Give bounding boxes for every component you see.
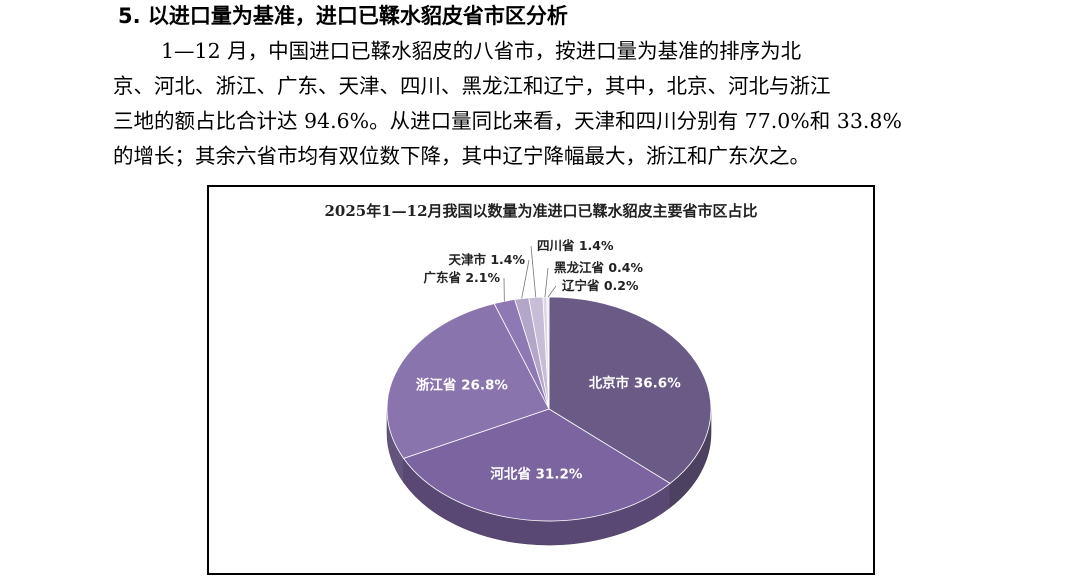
pie-data-label: 河北省 31.2% — [490, 465, 583, 482]
pie-leader-line — [544, 267, 549, 298]
paragraph-line: 京、河北、浙江、广东、天津、四川、黑龙江和辽宁，其中，北京、河北与浙江 — [113, 74, 831, 98]
pie-leader-line — [521, 259, 530, 299]
chart-title: 2025年1—12月我国以数量为准进口已鞣水貂皮主要省市区占比 — [324, 202, 757, 220]
pie-slice-河北省 — [402, 408, 671, 522]
pie-data-label: 天津市 1.4% — [448, 252, 525, 267]
paragraph-line: 1—12 月，中国进口已鞣水貂皮的八省市，按进口量为基准的排序为北 — [161, 39, 802, 63]
pie-chart: 2025年1—12月我国以数量为准进口已鞣水貂皮主要省市区占比 北京市 36.6… — [324, 202, 758, 546]
pie-leader-line — [530, 245, 537, 298]
paragraph-line: 的增长；其余六省市均有双位数下降，其中辽宁降幅最大，浙江和广东次之。 — [113, 144, 810, 168]
section-heading: 5. 以进口量为基准，进口已鞣水貂皮省市区分析 — [118, 4, 568, 28]
body-paragraph: 1—12 月，中国进口已鞣水貂皮的八省市，按进口量为基准的排序为北 京、河北、浙… — [113, 34, 1003, 174]
pie-chart-frame: 2025年1—12月我国以数量为准进口已鞣水貂皮主要省市区占比 北京市 36.6… — [207, 185, 875, 575]
pie-data-label: 广东省 2.1% — [423, 270, 500, 285]
pie-leader-layer — [503, 245, 557, 302]
paragraph-line: 三地的额占比合计达 94.6%。从进口量同比来看，天津和四川分别有 77.0%和… — [113, 109, 902, 133]
pie-top-layer — [386, 296, 712, 522]
pie-data-label: 四川省 1.4% — [537, 238, 614, 253]
pie-label-layer: 北京市 36.6% 河北省 31.2% 浙江省 26.8% 广东省 2.1% 天津市 1… — [416, 238, 681, 482]
pie-slice-北京市 — [548, 296, 712, 484]
pie-slice-浙江省 — [386, 303, 550, 459]
pie-leader-line — [547, 285, 557, 298]
pie-data-label: 浙江省 26.8% — [416, 377, 509, 394]
pie-data-label: 北京市 36.6% — [589, 374, 682, 391]
pie-slice-辽宁省 — [546, 296, 550, 410]
pie-data-label: 黑龙江省 0.4% — [554, 260, 643, 275]
pie-data-label: 辽宁省 0.2% — [562, 278, 639, 293]
